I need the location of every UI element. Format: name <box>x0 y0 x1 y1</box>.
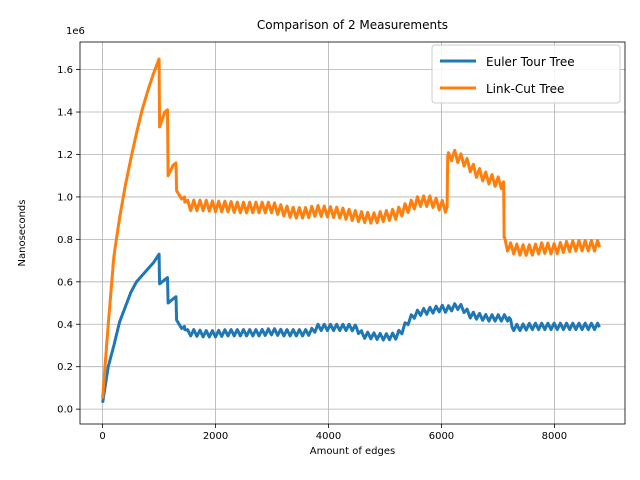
y-tick-label: 0.4 <box>57 320 73 331</box>
y-tick-label: 1.4 <box>57 108 73 119</box>
legend-box <box>431 44 621 104</box>
x-tick-label: 2000 <box>203 431 228 442</box>
legend-label: Link-Cut Tree <box>486 82 564 96</box>
plot-lines <box>101 57 602 404</box>
y-tick-label: 1.6 <box>57 65 73 76</box>
y-tick-label: 1.2 <box>57 150 73 161</box>
chart-title: Comparison of 2 Measurements <box>257 18 448 32</box>
legend: Euler Tour Tree Link-Cut Tree <box>431 44 621 104</box>
y-tick-label: 0.6 <box>57 277 73 288</box>
y-tick-label: 0.0 <box>57 405 73 416</box>
y-tick-label: 1.0 <box>57 192 73 203</box>
y-tick-label: 0.8 <box>57 235 73 246</box>
series-line-1 <box>101 252 601 404</box>
y-axis-title: Nanoseconds <box>17 200 28 267</box>
x-tick-label: 4000 <box>316 431 341 442</box>
grid-lines <box>80 42 625 424</box>
series-line-2 <box>101 57 602 399</box>
y-axis-offset-label: 1e6 <box>66 26 85 37</box>
legend-label: Euler Tour Tree <box>486 55 575 69</box>
y-tick-label: 0.2 <box>57 362 73 373</box>
x-tick-label: 6000 <box>429 431 454 442</box>
x-tick-label: 8000 <box>542 431 567 442</box>
x-tick-label: 0 <box>99 431 105 442</box>
plot-frame <box>79 41 626 425</box>
axis-ticks: 0 2000 4000 6000 8000 0.0 0.2 0.4 0.6 0.8 1.0 1.2 1.… <box>57 65 567 442</box>
x-axis-title: Amount of edges <box>310 446 396 457</box>
